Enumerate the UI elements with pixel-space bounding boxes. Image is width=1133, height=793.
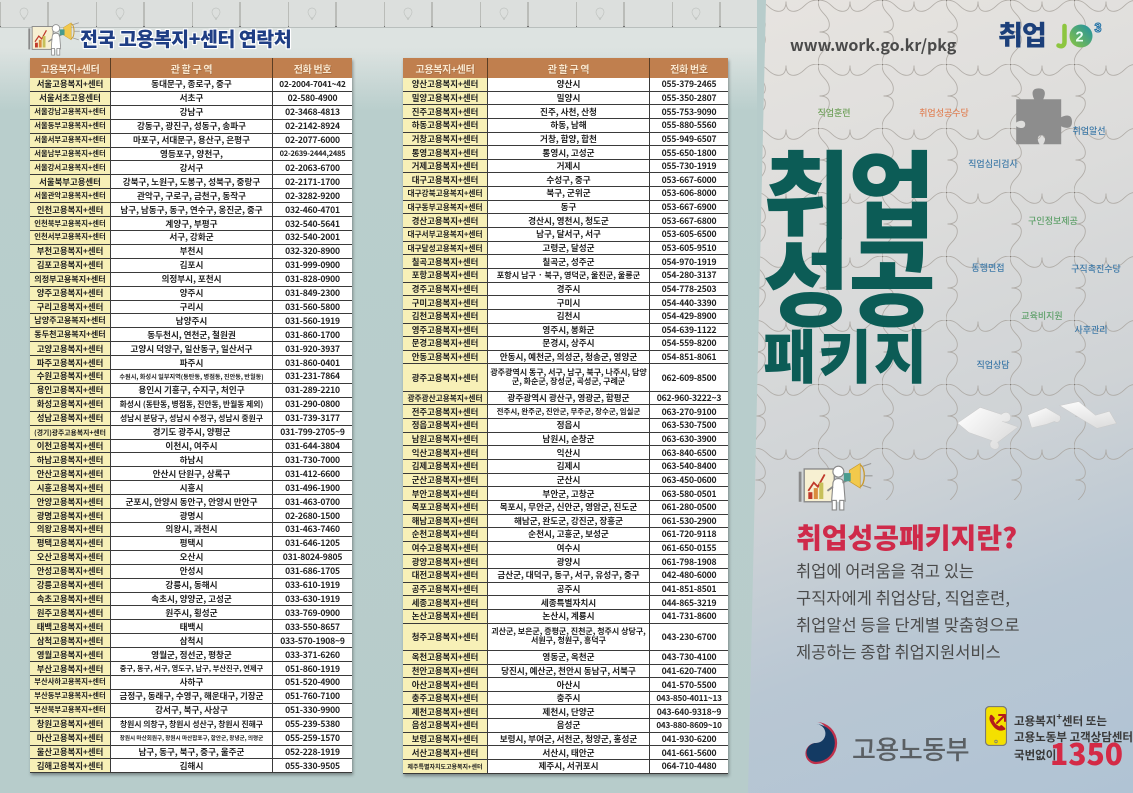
svg-text:취업: 취업 [998, 16, 1046, 53]
svg-text:3: 3 [1095, 21, 1102, 35]
svg-text:2: 2 [1076, 30, 1084, 46]
